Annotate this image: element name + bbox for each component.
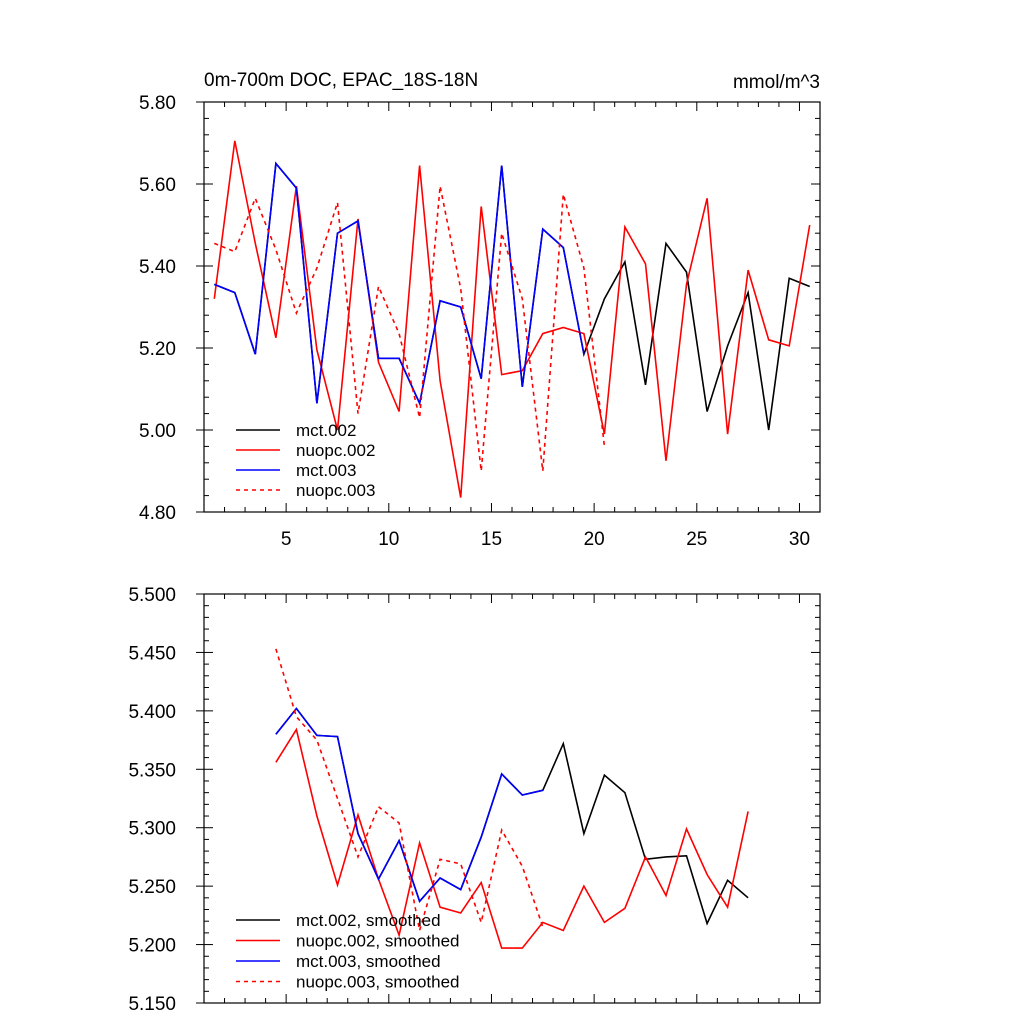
legend-label: nuopc.003 bbox=[296, 481, 375, 500]
y-tick-label: 5.20 bbox=[139, 339, 176, 360]
x-tick-label: 20 bbox=[584, 529, 605, 550]
series-line bbox=[275, 707, 749, 926]
legend-label: nuopc.002 bbox=[296, 441, 375, 460]
x-tick-label: 30 bbox=[789, 529, 810, 550]
units-label: mmol/m^3 bbox=[733, 72, 820, 93]
series-line bbox=[275, 707, 543, 903]
series-line bbox=[275, 648, 544, 931]
y-tick-label: 5.250 bbox=[128, 877, 176, 898]
x-tick-label: 10 bbox=[378, 529, 399, 550]
y-tick-label: 5.80 bbox=[139, 93, 176, 114]
legend-label: mct.002, smoothed bbox=[296, 911, 441, 930]
y-tick-label: 5.450 bbox=[128, 643, 176, 664]
y-tick-label: 5.300 bbox=[128, 819, 176, 840]
y-tick-label: 5.150 bbox=[128, 994, 176, 1015]
legend-label: mct.002 bbox=[296, 421, 356, 440]
x-tick-label: 15 bbox=[481, 529, 502, 550]
y-tick-label: 5.200 bbox=[128, 936, 176, 957]
legend-label: nuopc.002, smoothed bbox=[296, 932, 460, 951]
bottom-panel: 5.150 5.200 5.250 5.300 5.350 5.400 5.450 5.500… bbox=[128, 585, 821, 1015]
y-tick-label: 5.500 bbox=[128, 585, 176, 606]
x-tick-label: 5 bbox=[281, 529, 292, 550]
y-tick-label: 5.40 bbox=[139, 257, 176, 278]
series-line bbox=[214, 161, 585, 406]
series-line bbox=[213, 140, 811, 498]
y-tick-label: 5.400 bbox=[128, 702, 176, 723]
series-line bbox=[275, 727, 749, 949]
y-tick-label: 5.350 bbox=[128, 760, 176, 781]
chart-title: 0m-700m DOC, EPAC_18S-18N bbox=[204, 70, 478, 91]
y-tick-label: 5.00 bbox=[139, 421, 176, 442]
top-panel: 5 10 15 20 25 30 4.80 5.00 5.20 5.40 5.60 5.80 mct.0… bbox=[139, 93, 821, 550]
series-line bbox=[213, 185, 606, 472]
y-tick-label: 5.60 bbox=[139, 175, 176, 196]
legend-label: nuopc.003, smoothed bbox=[296, 973, 460, 992]
x-tick-label: 25 bbox=[686, 529, 707, 550]
legend-label: mct.003 bbox=[296, 461, 356, 480]
legend-label: mct.003, smoothed bbox=[296, 952, 441, 971]
y-tick-label: 4.80 bbox=[139, 503, 176, 524]
